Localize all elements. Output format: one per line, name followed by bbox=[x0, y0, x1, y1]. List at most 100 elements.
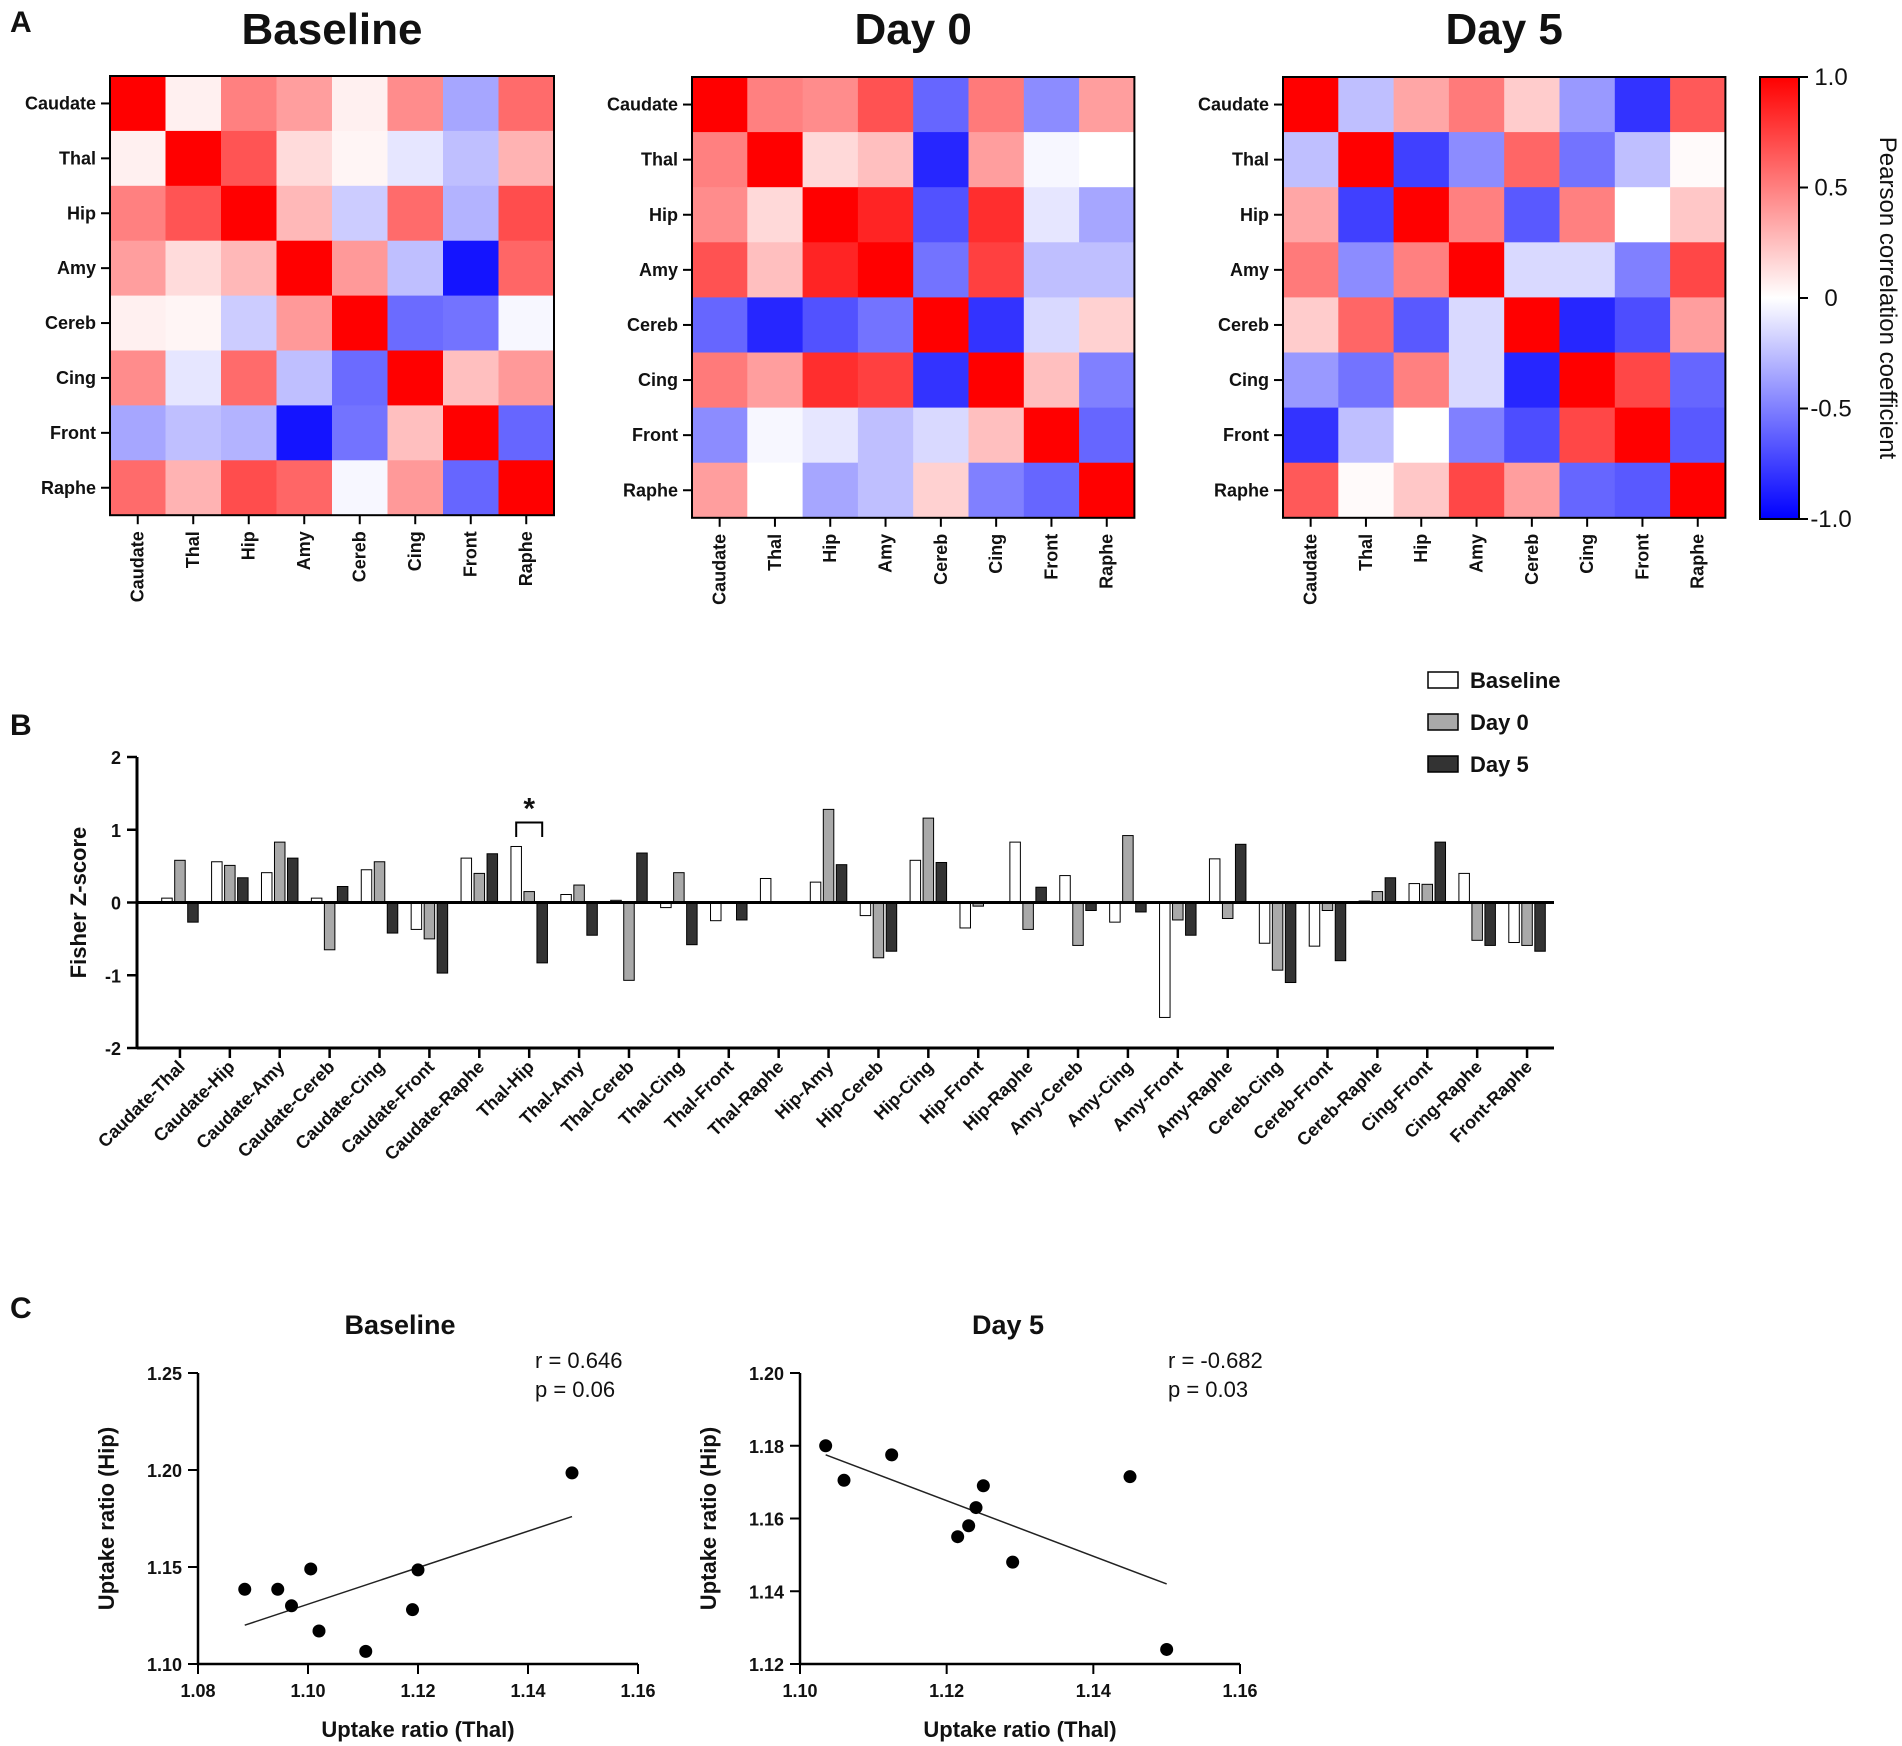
heatmap-day5-cell-raphe-front bbox=[1614, 462, 1671, 519]
heatmap-baseline-cell-front-hip bbox=[221, 405, 278, 461]
scatter-baseline-xtick-label-1-1: 1.10 bbox=[290, 1681, 325, 1701]
heatmap-baseline-cell-hip-raphe bbox=[498, 185, 555, 242]
heatmap-day0-cell-caudate-caudate bbox=[692, 77, 748, 133]
heatmap-baseline-cell-caudate-amy bbox=[276, 76, 333, 132]
heatmap-day5-cell-cereb-thal bbox=[1338, 297, 1395, 354]
heatmap-day0-row-label-amy: Amy bbox=[639, 260, 678, 280]
heatmap-day0-cell-hip-hip bbox=[802, 187, 859, 243]
heatmap-day0-cell-amy-cing bbox=[968, 242, 1025, 298]
heatmap-day0-cell-raphe-amy bbox=[857, 462, 914, 519]
heatmap-day5-cell-hip-raphe bbox=[1670, 187, 1726, 243]
heatmap-day0-title: Day 0 bbox=[854, 5, 971, 54]
significance-star: * bbox=[523, 792, 535, 825]
heatmap-day0-col-label-cing: Cing bbox=[986, 534, 1006, 574]
heatmap-day5-col-label-cing: Cing bbox=[1577, 534, 1597, 574]
heatmap-day5-cell-front-thal bbox=[1338, 407, 1395, 464]
heatmap-day0-row-label-cing: Cing bbox=[638, 370, 678, 390]
heatmap-day5-cell-hip-thal bbox=[1338, 187, 1395, 243]
scatter-day5-fit-line bbox=[825, 1454, 1167, 1585]
bar-day-0-hip-cing bbox=[922, 817, 935, 903]
heatmap-day0-cell-raphe-front bbox=[1023, 462, 1080, 519]
bar-baseline-caudate-cing bbox=[360, 869, 373, 904]
scatter-day5-ytick-label-1-12: 1.12 bbox=[749, 1655, 784, 1675]
heatmap-baseline-cell-amy-thal bbox=[165, 240, 222, 297]
heatmap-baseline-cell-caudate-caudate bbox=[110, 76, 167, 132]
heatmap-day5-cell-thal-hip bbox=[1393, 132, 1450, 188]
scatter-day5-point-9 bbox=[1123, 1470, 1137, 1484]
bar-day-5-amy-front bbox=[1185, 902, 1197, 936]
bar-day-5-thal-cing bbox=[686, 902, 698, 946]
heatmap-day0-row-label-cereb: Cereb bbox=[627, 315, 678, 335]
heatmap-day0-cell-caudate-hip bbox=[802, 77, 859, 133]
bar-day-5-thal-front bbox=[736, 902, 748, 921]
scatter-day5-ytick-label-1-2: 1.20 bbox=[749, 1364, 784, 1384]
bar-day-0-amy-raphe bbox=[1221, 902, 1234, 920]
bar-day-0-caudate-thal bbox=[174, 859, 186, 903]
heatmap-day5-col-label-amy: Amy bbox=[1467, 534, 1487, 573]
heatmap-baseline-cell-thal-raphe bbox=[498, 130, 555, 187]
heatmap-day5-cell-amy-raphe bbox=[1670, 242, 1726, 298]
scatter-day5-stat-2: p = 0.03 bbox=[1168, 1377, 1248, 1402]
heatmap-day5-title: Day 5 bbox=[1445, 5, 1562, 54]
bar-day-0-hip-raphe bbox=[1022, 902, 1034, 930]
scatter-day5-point-6 bbox=[969, 1501, 983, 1515]
heatmap-baseline-cell-caudate-cereb bbox=[332, 76, 389, 132]
bar-baseline-front-raphe bbox=[1508, 902, 1520, 944]
heatmap-day0-cell-thal-cereb bbox=[913, 132, 970, 188]
scatter-day5: Day 5 1.10 1.12 1.14 1.16 1.12 1.14 1.16 1.18 1.2… bbox=[696, 1310, 1263, 1742]
heatmap-day0-cell-cing-caudate bbox=[692, 352, 748, 409]
heatmap-day0-cell-cereb-front bbox=[1023, 297, 1080, 354]
heatmap-day5-cell-caudate-raphe bbox=[1670, 77, 1726, 133]
bar-day-0-caudate-hip bbox=[224, 864, 236, 904]
heatmap-day0-col-label-hip: Hip bbox=[820, 534, 840, 563]
scatter-baseline-y-title: Uptake ratio (Hip) bbox=[94, 1427, 119, 1610]
heatmap-day5-cell-front-hip bbox=[1393, 407, 1450, 464]
legend-swatch-day-0 bbox=[1427, 713, 1459, 731]
heatmap-day0-cell-front-thal bbox=[747, 407, 804, 464]
scatter-baseline-ytick-label-1-15: 1.15 bbox=[147, 1558, 182, 1578]
heatmap-day0-cell-amy-raphe bbox=[1079, 242, 1135, 298]
scatter-day5-xtick-label-1-1: 1.10 bbox=[782, 1681, 817, 1701]
heatmap-baseline-cell-caudate-cing bbox=[387, 76, 444, 132]
bar-day-5-front-raphe bbox=[1534, 902, 1546, 952]
heatmap-day5-cell-caudate-cing bbox=[1559, 77, 1616, 133]
heatmap-day5-cell-hip-cing bbox=[1559, 187, 1616, 243]
bar-day-0-hip-cereb bbox=[872, 902, 885, 959]
heatmap-day0-row-label-thal: Thal bbox=[641, 150, 678, 170]
heatmap-day5-cell-cereb-caudate bbox=[1283, 297, 1339, 354]
bar-day-5-amy-raphe bbox=[1234, 843, 1247, 903]
scatter-baseline-xtick-label-1-14: 1.14 bbox=[510, 1681, 545, 1701]
heatmap-baseline-col-label-hip: Hip bbox=[239, 531, 259, 560]
scatter-day5-point-8 bbox=[1006, 1555, 1020, 1569]
heatmap-baseline-cell-cing-thal bbox=[165, 350, 222, 406]
scatter-day5-point-7 bbox=[976, 1479, 990, 1493]
heatmap-day0-cell-thal-caudate bbox=[692, 132, 748, 188]
heatmap-day5-cell-amy-hip bbox=[1393, 242, 1450, 298]
bar-baseline-caudate-raphe bbox=[460, 857, 473, 903]
bar-ytick-label--2: -2 bbox=[105, 1039, 121, 1059]
scatter-day5-title: Day 5 bbox=[972, 1310, 1044, 1340]
heatmap-day5-frame bbox=[1282, 76, 1727, 519]
heatmap-baseline-cell-front-amy bbox=[276, 405, 333, 461]
heatmap-baseline-col-label-amy: Amy bbox=[294, 531, 314, 570]
scatter-baseline-point-8 bbox=[411, 1563, 425, 1577]
scatter-day5-xtick-label-1-12: 1.12 bbox=[929, 1681, 964, 1701]
scatter-baseline-xtick-label-1-08: 1.08 bbox=[180, 1681, 215, 1701]
bar-day-5-caudate-hip bbox=[237, 877, 249, 904]
heatmap-day5-cell-amy-amy bbox=[1448, 242, 1505, 298]
bar-day-5-thal-hip bbox=[536, 902, 548, 964]
heatmap-day5-cell-cing-cing bbox=[1559, 352, 1616, 409]
heatmap-baseline-cell-raphe-thal bbox=[165, 460, 222, 516]
bar-baseline-amy-raphe bbox=[1208, 858, 1221, 903]
heatmap-baseline-col-label-raphe: Raphe bbox=[516, 531, 536, 586]
heatmap-day0-cell-cereb-cing bbox=[968, 297, 1025, 354]
bar-baseline-amy-cereb bbox=[1059, 875, 1071, 904]
heatmap-day0-cell-thal-hip bbox=[802, 132, 859, 188]
colorbar-title: Pearson correlation coefficient bbox=[1874, 137, 1901, 460]
colorbar-tick-label--1: -1.0 bbox=[1810, 506, 1851, 533]
heatmap-day0-row-label-caudate: Caudate bbox=[607, 95, 678, 115]
heatmap-baseline-cell-front-caudate bbox=[110, 405, 167, 461]
heatmap-day5-cell-cereb-raphe bbox=[1670, 297, 1726, 354]
colorbar-tick-label-0-5: 0.5 bbox=[1814, 175, 1847, 202]
bar-day-5-caudate-front bbox=[436, 902, 449, 974]
